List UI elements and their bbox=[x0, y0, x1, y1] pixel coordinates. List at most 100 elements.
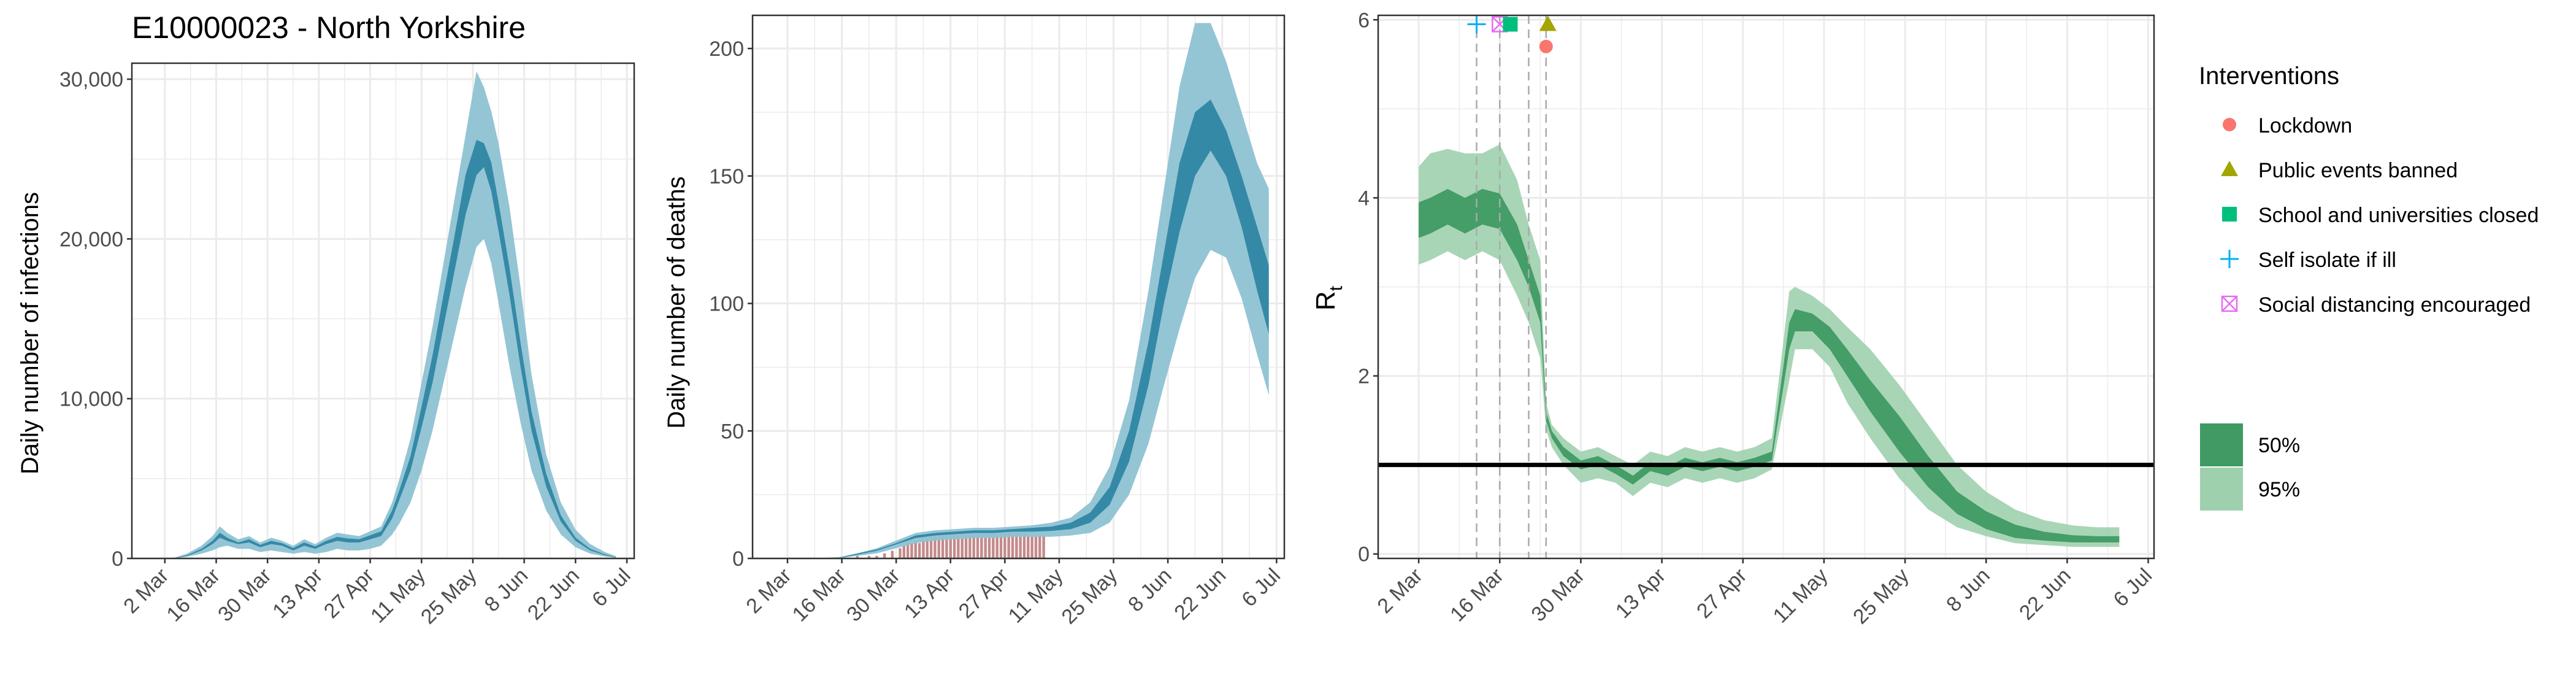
legend-key-triangle bbox=[2221, 161, 2238, 176]
legend-key-box-x-box bbox=[2221, 295, 2238, 312]
death-bar bbox=[1030, 535, 1033, 558]
infections-panel: E10000023 - North Yorkshire Daily number… bbox=[17, 10, 635, 628]
x-tick-label: 11 May bbox=[366, 564, 430, 628]
x-tick-label: 16 Mar bbox=[1446, 564, 1508, 627]
y-tick-label: 6 bbox=[1358, 9, 1370, 32]
plot-area bbox=[810, 23, 1269, 558]
y-axis-label: Rt bbox=[1311, 285, 1346, 311]
x-tick-label: 25 May bbox=[1849, 564, 1914, 629]
x-tick-label: 2 Mar bbox=[1373, 564, 1427, 618]
legend-ci-swatch bbox=[2200, 423, 2243, 466]
y-tick-label: 100 bbox=[709, 293, 744, 316]
death-bar bbox=[945, 533, 948, 558]
x-tick-label: 6 Jul bbox=[588, 564, 635, 612]
x-tick-label: 22 Jun bbox=[2015, 564, 2076, 625]
x-tick-label: 11 May bbox=[1004, 564, 1068, 628]
death-bar bbox=[1019, 533, 1022, 558]
death-bar bbox=[914, 540, 918, 558]
y-tick-label: 150 bbox=[709, 165, 744, 188]
intervention-marker-triangle bbox=[1539, 15, 1557, 31]
intervention-marker-circle bbox=[1539, 39, 1553, 53]
death-bar bbox=[1003, 533, 1006, 558]
y-axis-label: Daily number of infections bbox=[17, 192, 44, 474]
death-bar bbox=[899, 548, 902, 558]
x-tick-label: 22 Jun bbox=[1170, 564, 1230, 625]
legend-ci-swatch bbox=[2200, 468, 2243, 511]
x-tick-label: 6 Jul bbox=[2109, 564, 2157, 612]
y-tick-label: 0 bbox=[112, 547, 123, 571]
death-bar bbox=[1015, 530, 1018, 558]
legend-label: Lockdown bbox=[2258, 114, 2352, 137]
death-bar bbox=[941, 535, 945, 558]
y-tick-label: 30,000 bbox=[59, 68, 123, 91]
x-tick-label: 6 Jul bbox=[1237, 564, 1285, 612]
x-tick-label: 30 Mar bbox=[213, 564, 276, 627]
legend-title: Interventions bbox=[2199, 63, 2339, 90]
legend-label: Social distancing encouraged bbox=[2258, 293, 2531, 317]
death-bar bbox=[992, 533, 995, 558]
y-tick-label: 2 bbox=[1358, 365, 1370, 388]
death-bar bbox=[929, 535, 933, 558]
death-bar bbox=[1011, 530, 1014, 558]
plot-background bbox=[132, 63, 634, 558]
death-bar bbox=[960, 533, 964, 558]
legend: Interventions Lockdown Public events bann… bbox=[2199, 63, 2539, 511]
panel-title: E10000023 - North Yorkshire bbox=[132, 10, 526, 45]
death-bar bbox=[999, 530, 1003, 558]
death-bar bbox=[957, 535, 960, 558]
death-bar bbox=[1038, 535, 1041, 558]
y-tick-label: 50 bbox=[721, 420, 744, 443]
intervention-marker-plus bbox=[1467, 15, 1486, 34]
death-bar bbox=[968, 533, 972, 558]
death-bar bbox=[922, 538, 925, 558]
death-bar bbox=[972, 530, 975, 558]
ci-band-50 bbox=[810, 99, 1269, 558]
x-tick-label: 13 Apr bbox=[268, 564, 327, 623]
y-axis-label-main: R bbox=[1311, 291, 1341, 311]
y-tick-label: 4 bbox=[1358, 187, 1370, 210]
death-bar bbox=[949, 533, 952, 558]
legend-label: School and universities closed bbox=[2258, 204, 2539, 227]
x-tick-label: 25 May bbox=[1057, 564, 1122, 629]
legend-key-box-x-d2 bbox=[2221, 296, 2237, 312]
death-bar bbox=[987, 533, 991, 558]
death-bar bbox=[875, 555, 878, 558]
ci-band-95 bbox=[810, 23, 1269, 558]
death-bar bbox=[980, 530, 983, 558]
death-bar bbox=[964, 533, 968, 558]
death-bar bbox=[891, 550, 894, 558]
y-tick-label: 200 bbox=[709, 37, 744, 61]
y-tick-label: 0 bbox=[1358, 543, 1370, 566]
death-bar bbox=[933, 535, 937, 558]
x-tick-label: 22 Jun bbox=[523, 564, 584, 625]
ci-band-95 bbox=[153, 71, 616, 558]
legend-label: Self isolate if ill bbox=[2258, 249, 2396, 272]
intervention-marker-square bbox=[1503, 17, 1518, 32]
death-bar bbox=[906, 543, 910, 558]
death-bar bbox=[937, 533, 940, 558]
death-bar bbox=[883, 553, 886, 558]
death-bar bbox=[1022, 533, 1026, 558]
death-bar bbox=[856, 555, 859, 558]
y-tick-label: 20,000 bbox=[59, 228, 123, 251]
death-bar bbox=[1007, 528, 1010, 558]
x-tick-label: 8 Jun bbox=[1942, 564, 1995, 617]
x-tick-label: 8 Jun bbox=[1124, 564, 1176, 617]
legend-key-plus bbox=[2220, 250, 2239, 268]
y-tick-label: 0 bbox=[732, 547, 744, 571]
death-bar bbox=[926, 538, 929, 558]
x-tick-label: 27 Apr bbox=[954, 564, 1013, 623]
x-tick-label: 13 Apr bbox=[900, 564, 959, 623]
ci-band-50 bbox=[1419, 188, 2120, 542]
x-tick-label: 16 Mar bbox=[162, 564, 224, 627]
x-tick-label: 13 Apr bbox=[1611, 564, 1670, 623]
death-bar bbox=[1027, 535, 1030, 558]
legend-key-box-x bbox=[2221, 295, 2238, 312]
death-bar bbox=[910, 543, 913, 558]
x-tick-label: 30 Mar bbox=[842, 564, 905, 627]
death-bar bbox=[1034, 535, 1038, 558]
legend-key-circle bbox=[2223, 118, 2236, 131]
legend-key-square bbox=[2222, 207, 2237, 222]
